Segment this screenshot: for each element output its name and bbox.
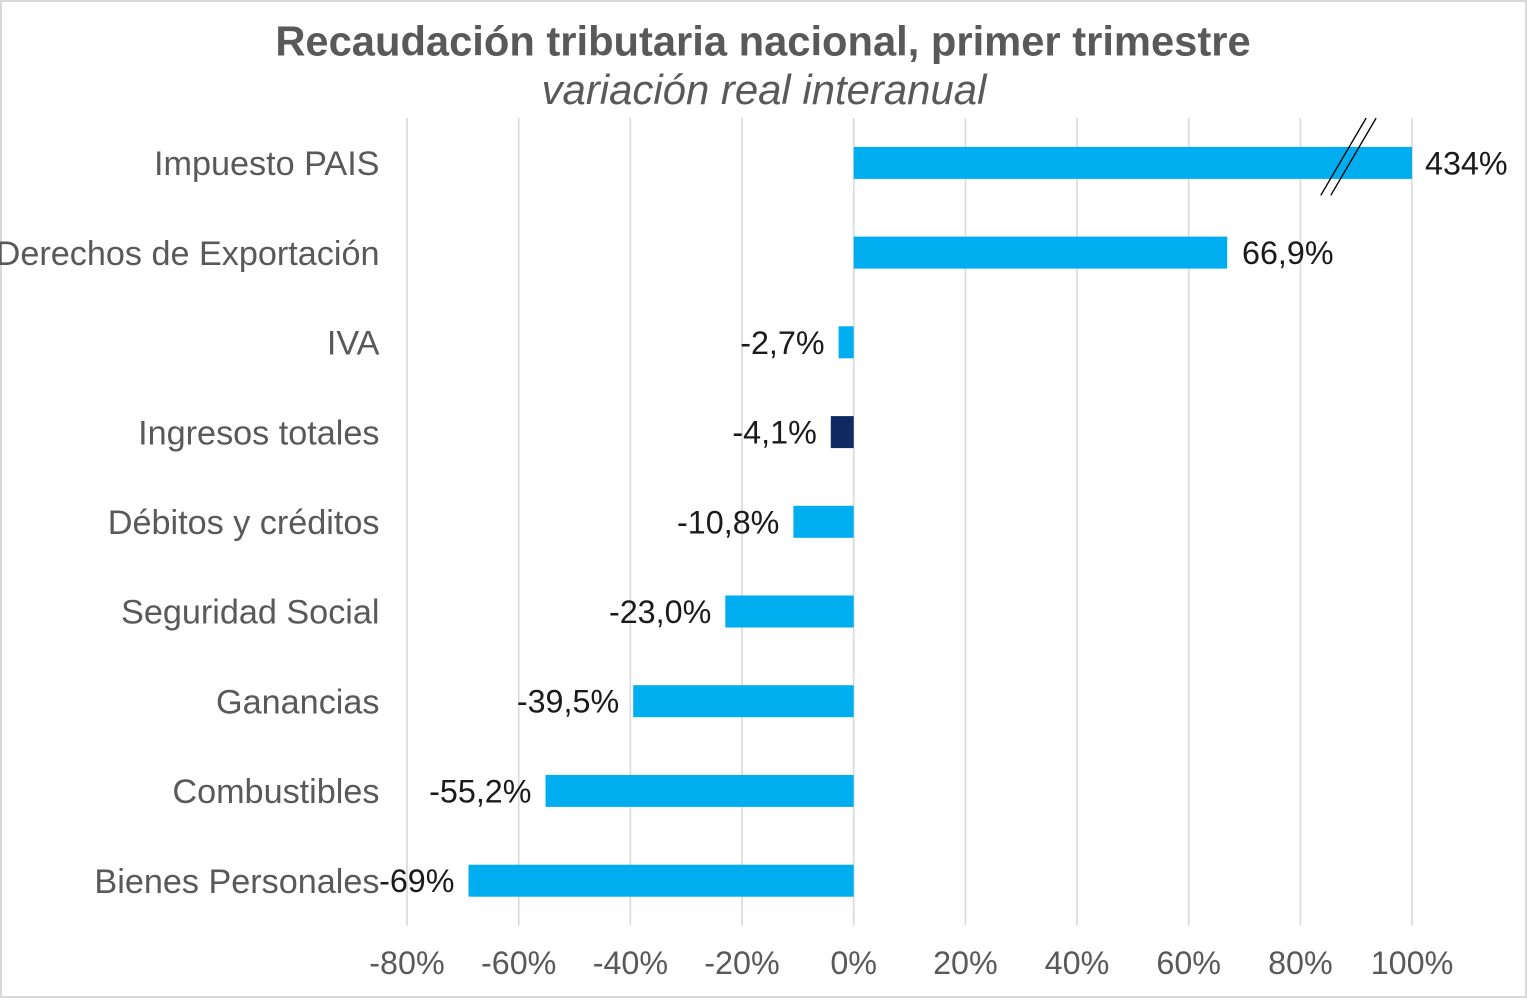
svg-text:Derechos de Exportación: Derechos de Exportación bbox=[0, 235, 380, 273]
svg-text:-10,8%: -10,8% bbox=[677, 504, 779, 540]
svg-text:variación real interanual: variación real interanual bbox=[542, 66, 988, 113]
svg-text:100%: 100% bbox=[1371, 945, 1454, 981]
svg-text:434%: 434% bbox=[1425, 145, 1508, 181]
svg-text:60%: 60% bbox=[1156, 945, 1221, 981]
svg-text:66,9%: 66,9% bbox=[1242, 235, 1334, 271]
svg-text:Recaudación tributaria naciona: Recaudación tributaria nacional, primer … bbox=[275, 17, 1250, 64]
svg-text:0%: 0% bbox=[830, 945, 877, 981]
svg-text:-40%: -40% bbox=[593, 945, 668, 981]
svg-text:40%: 40% bbox=[1045, 945, 1110, 981]
svg-text:-2,7%: -2,7% bbox=[740, 325, 824, 361]
svg-text:Combustibles: Combustibles bbox=[172, 773, 379, 811]
svg-text:80%: 80% bbox=[1268, 945, 1333, 981]
svg-text:-55,2%: -55,2% bbox=[429, 773, 531, 809]
svg-text:Bienes Personales: Bienes Personales bbox=[94, 863, 379, 901]
svg-text:-23,0%: -23,0% bbox=[609, 594, 711, 630]
svg-text:Ganancias: Ganancias bbox=[216, 683, 379, 721]
svg-text:Seguridad Social: Seguridad Social bbox=[121, 594, 379, 632]
svg-text:Débitos y créditos: Débitos y créditos bbox=[108, 504, 380, 542]
svg-text:-60%: -60% bbox=[481, 945, 556, 981]
svg-text:Ingresos totales: Ingresos totales bbox=[138, 414, 379, 452]
svg-text:20%: 20% bbox=[933, 945, 998, 981]
svg-text:-20%: -20% bbox=[704, 945, 779, 981]
svg-text:-4,1%: -4,1% bbox=[732, 415, 816, 451]
svg-text:-39,5%: -39,5% bbox=[517, 684, 619, 720]
svg-text:IVA: IVA bbox=[327, 325, 380, 363]
svg-text:-80%: -80% bbox=[369, 945, 444, 981]
svg-text:Impuesto PAIS: Impuesto PAIS bbox=[154, 145, 380, 183]
svg-text:-69%: -69% bbox=[379, 863, 454, 899]
